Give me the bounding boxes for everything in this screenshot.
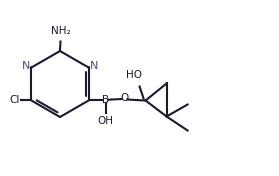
Text: N: N [22,61,30,71]
Text: O: O [121,93,129,103]
Text: HO: HO [126,71,141,80]
Text: B: B [102,96,109,105]
Text: OH: OH [98,117,114,127]
Text: NH₂: NH₂ [51,26,71,36]
Text: N: N [90,61,98,71]
Text: Cl: Cl [9,96,20,105]
